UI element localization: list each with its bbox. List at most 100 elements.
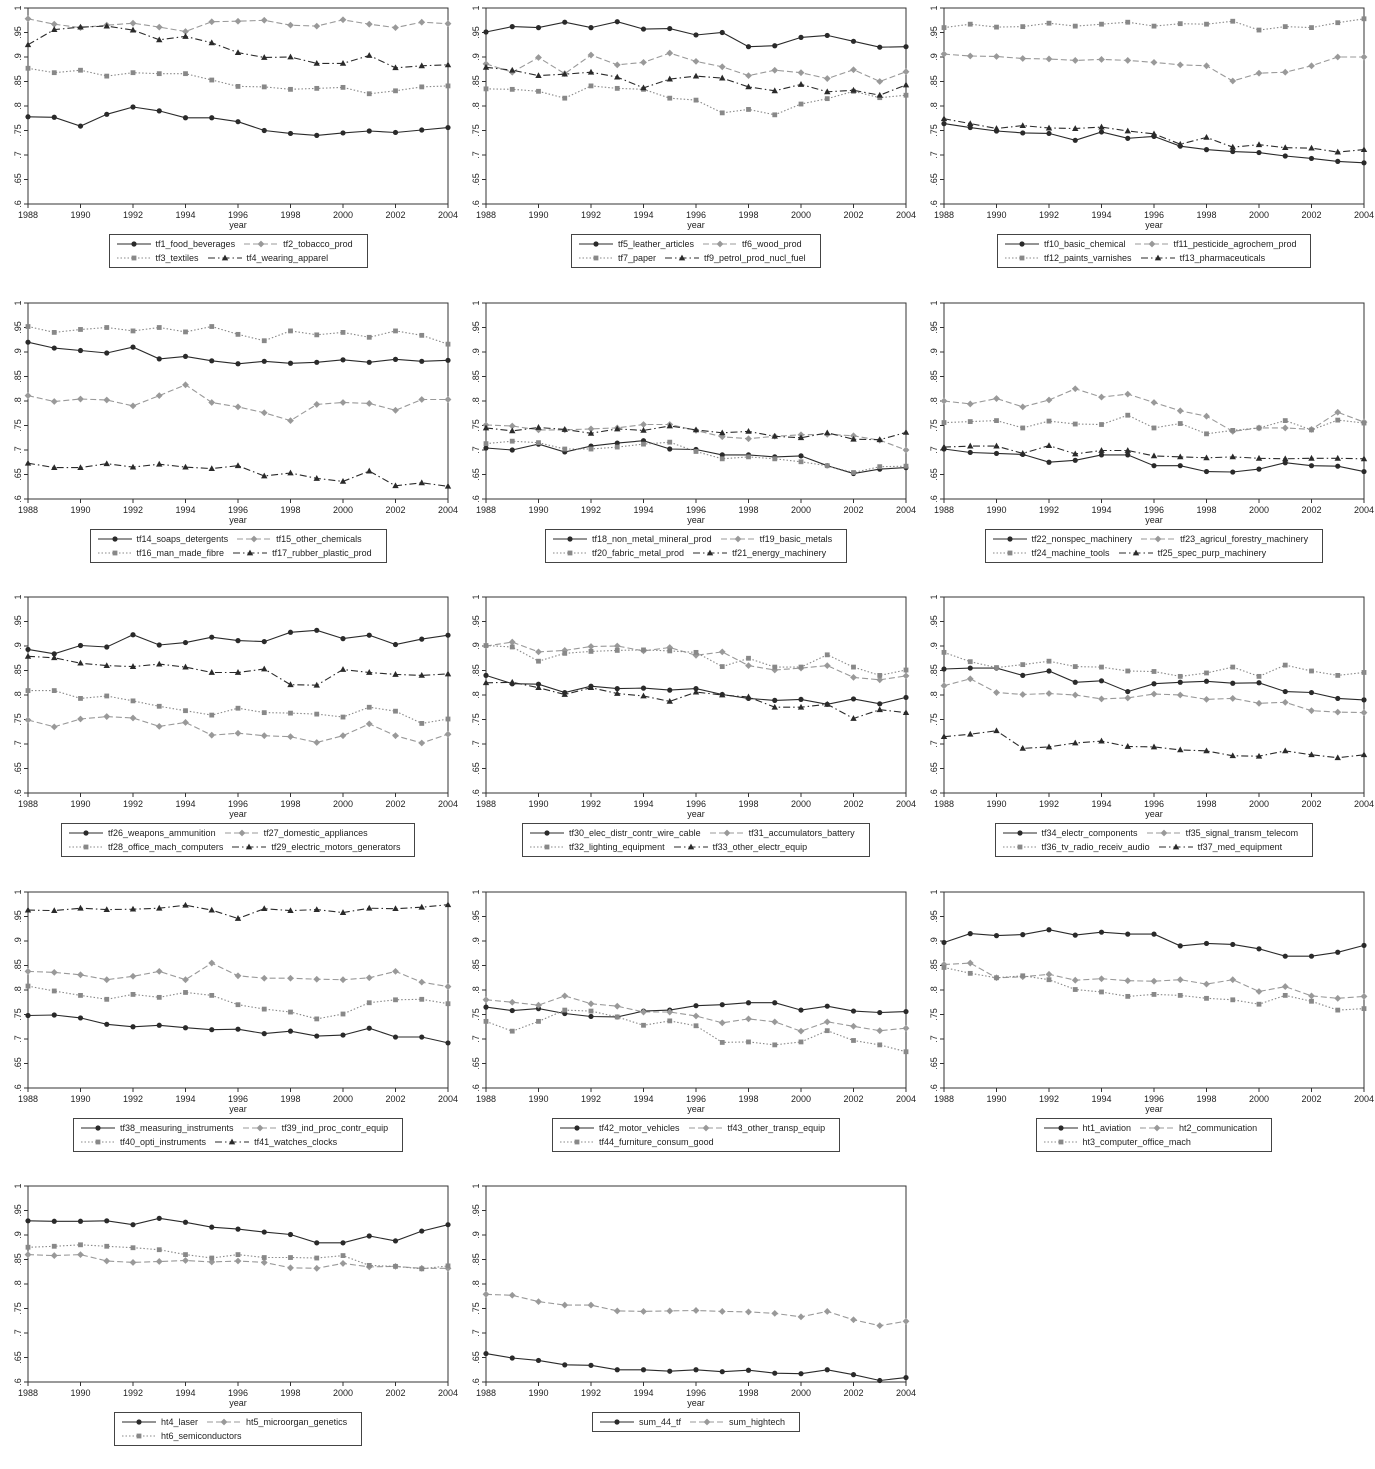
plot-frame bbox=[28, 1186, 448, 1382]
data-point bbox=[1073, 457, 1078, 462]
data-point bbox=[78, 347, 83, 352]
data-point bbox=[1125, 452, 1130, 457]
x-axis-label: year bbox=[1145, 1104, 1163, 1114]
data-point bbox=[1283, 689, 1288, 694]
y-tick-label: .8 bbox=[929, 397, 939, 405]
data-point bbox=[693, 1003, 698, 1008]
data-point bbox=[288, 1009, 293, 1014]
data-point bbox=[1282, 424, 1289, 431]
data-point bbox=[419, 996, 424, 1001]
data-point bbox=[182, 33, 188, 39]
data-point bbox=[1308, 145, 1314, 151]
data-point bbox=[588, 52, 595, 59]
data-point bbox=[366, 904, 372, 910]
legend-marker bbox=[574, 1125, 579, 1130]
data-point bbox=[1099, 665, 1104, 670]
chart-panel-11: .6.65.7.75.8.85.9.95 1 1988 1990 1992 1994 199… bbox=[458, 884, 916, 1175]
y-tick-label: .65 bbox=[929, 468, 939, 481]
series-line bbox=[486, 1354, 906, 1381]
x-axis-label: year bbox=[687, 220, 705, 230]
chart-panel-12: .6.65.7.75.8.85.9.95 1 1988 1990 1992 1994 199… bbox=[916, 884, 1374, 1175]
data-point bbox=[719, 1308, 726, 1315]
data-point bbox=[314, 712, 319, 717]
legend-item: tf14_soaps_detergents bbox=[97, 534, 229, 544]
data-point bbox=[667, 649, 672, 654]
data-point bbox=[1047, 418, 1052, 423]
data-point bbox=[52, 988, 57, 993]
y-tick-label: .85 bbox=[13, 959, 23, 972]
data-point bbox=[510, 24, 515, 29]
data-point bbox=[235, 1026, 240, 1031]
series-tf7_paper bbox=[484, 84, 909, 118]
y-tick-label: .6 bbox=[471, 789, 481, 797]
y-tick-label: .75 bbox=[13, 124, 23, 137]
data-point bbox=[77, 395, 84, 402]
legend-marker bbox=[95, 1125, 100, 1130]
data-point bbox=[798, 35, 803, 40]
data-point bbox=[131, 698, 136, 703]
legend-marker bbox=[131, 256, 136, 261]
data-point bbox=[1151, 59, 1158, 66]
data-point bbox=[1230, 681, 1235, 686]
legend: tf5_leather_articles tf6_wood_prod tf7_pap… bbox=[571, 234, 821, 268]
chart-svg: .6.65.7.75.8.85.9.9511988 1990 1992 1994 199… bbox=[916, 884, 1374, 1145]
data-point bbox=[419, 479, 425, 485]
data-point bbox=[1309, 463, 1314, 468]
data-point bbox=[156, 24, 163, 31]
data-point bbox=[209, 906, 215, 912]
data-point bbox=[1362, 16, 1367, 21]
data-point bbox=[877, 1378, 882, 1383]
data-point bbox=[877, 92, 883, 98]
data-point bbox=[130, 402, 137, 409]
data-point bbox=[667, 1018, 672, 1023]
legend-marker bbox=[112, 550, 117, 555]
data-point bbox=[589, 1008, 594, 1013]
data-point bbox=[719, 75, 725, 81]
chart-svg: .6.65.7.75.8.85.9.9511988 1990 1992 1994 199… bbox=[0, 884, 458, 1145]
data-point bbox=[1308, 62, 1315, 69]
data-point bbox=[641, 648, 646, 653]
data-point bbox=[341, 1253, 346, 1258]
data-point bbox=[287, 974, 294, 981]
legend-label: ht5_microorgan_genetics bbox=[246, 1417, 347, 1427]
data-point bbox=[1178, 943, 1183, 948]
plot-frame bbox=[486, 597, 906, 793]
data-point bbox=[1046, 56, 1053, 63]
legend-key-icon bbox=[116, 240, 152, 248]
data-point bbox=[157, 704, 162, 709]
legend-label: tf40_opti_instruments bbox=[120, 1137, 206, 1147]
y-tick-label: .95 bbox=[471, 615, 481, 628]
legend-label: tf25_spec_purp_machinery bbox=[1158, 548, 1267, 558]
data-point bbox=[967, 731, 973, 737]
data-point bbox=[719, 648, 726, 655]
data-point bbox=[77, 716, 84, 723]
data-point bbox=[1256, 466, 1261, 471]
data-point bbox=[418, 396, 425, 403]
legend-key-icon bbox=[1146, 829, 1182, 837]
data-point bbox=[1282, 699, 1289, 706]
data-point bbox=[968, 665, 973, 670]
y-tick-label: 1 bbox=[471, 300, 481, 305]
data-point bbox=[1362, 420, 1367, 425]
data-point bbox=[588, 1363, 593, 1368]
x-tick-label: 1996 bbox=[686, 799, 706, 809]
data-point bbox=[445, 901, 451, 907]
legend-item: tf32_lighting_equipment bbox=[529, 842, 665, 852]
data-point bbox=[1361, 160, 1366, 165]
legend: tf22_nonspec_machinery tf23_agricul_fores… bbox=[985, 529, 1324, 563]
data-point bbox=[641, 441, 646, 446]
data-point bbox=[1152, 669, 1157, 674]
data-point bbox=[824, 75, 831, 82]
data-point bbox=[78, 68, 83, 73]
legend-key-icon bbox=[688, 1124, 724, 1132]
data-point bbox=[694, 449, 699, 454]
data-point bbox=[876, 1322, 883, 1329]
data-point bbox=[1204, 679, 1209, 684]
series-tf2_tobacco_prod bbox=[25, 15, 452, 35]
data-point bbox=[183, 115, 188, 120]
x-tick-label: 1996 bbox=[686, 210, 706, 220]
data-point bbox=[1230, 997, 1235, 1002]
data-point bbox=[615, 86, 620, 91]
legend-label: tf17_rubber_plastic_prod bbox=[272, 548, 372, 558]
data-point bbox=[941, 939, 946, 944]
